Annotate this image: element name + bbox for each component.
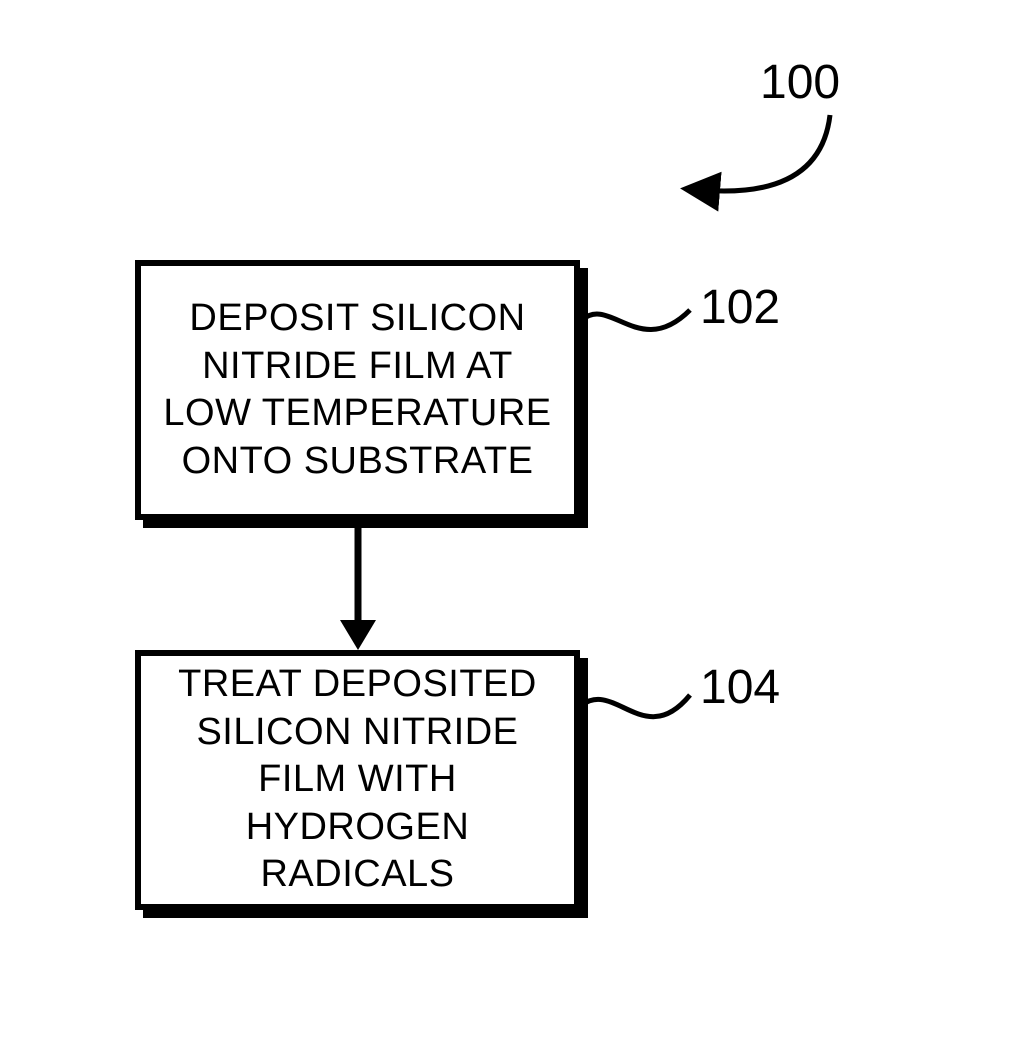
- label-connector-104: [0, 0, 1033, 1039]
- flowchart-diagram: 100 DEPOSIT SILICON NITRIDE FILM AT LOW …: [0, 0, 1033, 1039]
